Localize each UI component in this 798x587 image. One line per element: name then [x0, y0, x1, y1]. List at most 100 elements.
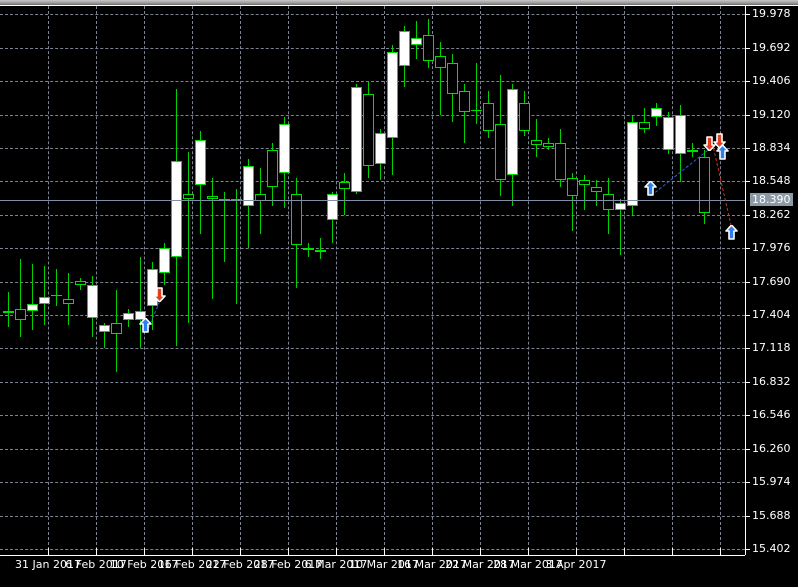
candle-body [63, 299, 74, 304]
candle-body [39, 296, 50, 304]
time-axis-line [0, 555, 745, 556]
candle-body [507, 88, 518, 176]
price-tick-label: 18.548 [752, 174, 791, 187]
vertical-gridline [528, 6, 529, 555]
candle-wick [320, 238, 321, 260]
buy-signal-marker-icon[interactable] [138, 317, 153, 333]
price-tick-label: 19.120 [752, 108, 791, 121]
horizontal-gridline [0, 282, 745, 283]
trend-line [713, 148, 734, 237]
price-axis[interactable]: 19.978 19.692 19.406 19.120 18.834 18.548 18.2… [745, 6, 798, 555]
time-tick [192, 548, 193, 555]
sell-signal-marker-icon[interactable] [702, 136, 717, 152]
candle-body [435, 56, 446, 68]
horizontal-gridline [0, 14, 745, 15]
vertical-gridline [384, 6, 385, 555]
candle-body [231, 199, 242, 200]
candle-body [519, 102, 530, 131]
time-tick-label: 6 Feb 2017 [65, 558, 127, 571]
vertical-gridline [576, 6, 577, 555]
candle-body [3, 310, 14, 314]
vertical-gridline [288, 6, 289, 555]
candle-wick [308, 243, 309, 258]
price-tick-label: 18.834 [752, 141, 791, 154]
price-tick-label: 17.690 [752, 275, 791, 288]
sell-signal-marker-icon[interactable] [152, 287, 167, 303]
price-tick [745, 115, 750, 116]
candle-body [639, 121, 650, 129]
candle-body [159, 247, 170, 274]
price-tick-label: 19.978 [752, 7, 791, 20]
price-tick [745, 181, 750, 182]
candle-body [579, 180, 590, 185]
time-axis[interactable]: 31 Jan 2017 6 Feb 2017 10 Feb 2017 16 Feb 2… [0, 548, 745, 587]
candle-wick [140, 257, 141, 349]
candle-wick [464, 84, 465, 143]
candle-body [279, 123, 290, 174]
buy-signal-marker-icon[interactable] [643, 180, 658, 196]
price-tick-label: 17.118 [752, 341, 791, 354]
time-tick [144, 548, 145, 555]
candle-body [51, 295, 62, 296]
price-tick [745, 315, 750, 316]
candle-body [627, 121, 638, 206]
candle-wick [104, 322, 105, 349]
candle-body [207, 196, 218, 199]
candle-body [123, 313, 134, 321]
candle-wick [644, 107, 645, 134]
candle-body [75, 280, 86, 286]
candle-body [483, 102, 494, 131]
horizontal-gridline [0, 48, 745, 49]
candle-body [183, 194, 194, 199]
candle-body [411, 37, 422, 45]
price-tick-label: 19.406 [752, 74, 791, 87]
time-tick [432, 548, 433, 555]
time-tick [480, 548, 481, 555]
candle-wick [224, 191, 225, 262]
candle-body [135, 310, 146, 321]
price-tick-label: 16.546 [752, 408, 791, 421]
time-tick [240, 548, 241, 555]
horizontal-gridline [0, 449, 745, 450]
vertical-gridline [672, 6, 673, 555]
candle-body [111, 322, 122, 335]
candle-body [171, 161, 182, 258]
candle-wick [44, 266, 45, 325]
price-tick [745, 549, 750, 550]
candle-wick [56, 268, 57, 307]
candle-wick [596, 180, 597, 206]
vertical-gridline [336, 6, 337, 555]
chart-plot-area[interactable] [0, 6, 745, 555]
candle-body [699, 156, 710, 213]
candle-body [303, 247, 314, 251]
candle-body [423, 35, 434, 61]
horizontal-gridline [0, 382, 745, 383]
candle-body [243, 166, 254, 206]
vertical-gridline [624, 6, 625, 555]
candle-body [675, 114, 686, 155]
candle-wick [440, 42, 441, 115]
price-tick [745, 48, 750, 49]
price-tick [745, 148, 750, 149]
candle-body [99, 324, 110, 332]
current-price-label: 18.390 [750, 193, 793, 206]
vertical-gridline [432, 6, 433, 555]
vertical-gridline [480, 6, 481, 555]
time-tick-label: 6 Mar 2017 [304, 558, 368, 571]
time-tick [336, 548, 337, 555]
candle-body [339, 182, 350, 190]
candle-body [375, 133, 386, 164]
price-tick [745, 248, 750, 249]
candle-body [291, 194, 302, 246]
buy-signal-marker-icon[interactable] [724, 224, 739, 240]
candle-body [195, 140, 206, 185]
candle-body [615, 203, 626, 211]
price-tick [745, 449, 750, 450]
vertical-gridline [144, 6, 145, 555]
price-tick [745, 14, 750, 15]
horizontal-gridline [0, 81, 745, 82]
candle-body [459, 91, 470, 113]
vertical-gridline [192, 6, 193, 555]
buy-signal-marker-icon[interactable] [715, 144, 730, 160]
